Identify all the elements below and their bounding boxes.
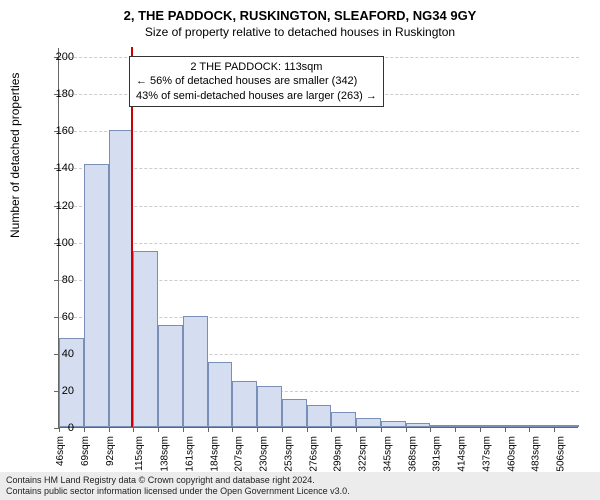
x-tick [158,427,159,432]
x-tick [356,427,357,432]
x-tick-label: 69sqm [80,436,91,466]
footer-line-1: Contains HM Land Registry data © Crown c… [6,475,594,486]
x-tick [455,427,456,432]
x-tick [84,427,85,432]
x-tick-label: 138sqm [160,436,171,472]
x-tick-label: 322sqm [358,436,369,472]
histogram-bar [282,399,307,427]
histogram-bar [529,425,554,427]
y-tick-label: 200 [44,51,74,63]
footer-attribution: Contains HM Land Registry data © Crown c… [0,472,600,500]
chart-subtitle: Size of property relative to detached ho… [0,23,600,39]
x-tick-label: 391sqm [432,436,443,472]
x-tick-label: 230sqm [259,436,270,472]
y-tick-label: 120 [44,200,74,212]
gridline [59,206,579,207]
x-tick-label: 115sqm [134,436,145,471]
histogram-bar [356,418,381,427]
x-tick-label: 46sqm [55,436,66,466]
x-tick-label: 161sqm [184,436,195,472]
chart-area: 46sqm69sqm92sqm115sqm138sqm161sqm184sqm2… [58,48,578,428]
gridline [59,168,579,169]
chart-container: 2, THE PADDOCK, RUSKINGTON, SLEAFORD, NG… [0,0,600,500]
histogram-bar [505,425,530,427]
x-tick [430,427,431,432]
x-tick [554,427,555,432]
histogram-bar [554,425,579,427]
x-tick-label: 368sqm [407,436,418,472]
histogram-bar [381,421,406,427]
histogram-bar [406,423,431,427]
chart-title: 2, THE PADDOCK, RUSKINGTON, SLEAFORD, NG… [0,0,600,23]
x-tick [381,427,382,432]
x-tick-label: 299sqm [333,436,344,472]
x-tick [232,427,233,432]
histogram-bar [257,386,282,427]
histogram-bar [232,381,257,427]
x-tick-label: 437sqm [482,436,493,472]
x-tick [331,427,332,432]
y-tick-label: 80 [44,274,74,286]
histogram-bar [307,405,332,427]
y-tick-label: 0 [44,422,74,434]
annotation-line: 2 THE PADDOCK: 113sqm [136,60,377,74]
histogram-bar [480,425,505,427]
x-tick-label: 276sqm [308,436,319,472]
x-tick [109,427,110,432]
x-tick [406,427,407,432]
x-tick-label: 483sqm [531,436,542,472]
y-axis-label: Number of detached properties [8,73,22,238]
x-tick-label: 253sqm [283,436,294,472]
histogram-bar [158,325,183,427]
plot-region: 46sqm69sqm92sqm115sqm138sqm161sqm184sqm2… [58,48,578,428]
histogram-bar [109,130,134,427]
x-tick [208,427,209,432]
x-tick-label: 414sqm [457,436,468,472]
x-tick-label: 345sqm [382,436,393,472]
annotation-box: 2 THE PADDOCK: 113sqm← 56% of detached h… [129,56,384,107]
y-tick-label: 20 [44,385,74,397]
x-tick [133,427,134,432]
annotation-line: ← 56% of detached houses are smaller (34… [136,74,377,88]
y-tick-label: 140 [44,162,74,174]
histogram-bar [183,316,208,427]
histogram-bar [430,425,455,427]
y-tick-label: 160 [44,125,74,137]
annotation-line: 43% of semi-detached houses are larger (… [136,89,377,103]
gridline [59,131,579,132]
x-tick-label: 460sqm [506,436,517,472]
y-tick-label: 100 [44,237,74,249]
x-tick-label: 207sqm [234,436,245,472]
histogram-bar [133,251,158,427]
histogram-bar [331,412,356,427]
y-tick-label: 40 [44,348,74,360]
histogram-bar [208,362,233,427]
x-tick [480,427,481,432]
gridline [59,243,579,244]
x-tick-label: 184sqm [209,436,220,472]
x-tick-label: 92sqm [105,436,116,466]
x-tick [183,427,184,432]
x-tick [529,427,530,432]
histogram-bar [84,164,109,427]
x-tick [307,427,308,432]
x-tick [282,427,283,432]
y-tick-label: 180 [44,88,74,100]
x-tick [257,427,258,432]
histogram-bar [455,425,480,427]
x-tick-label: 506sqm [556,436,567,472]
footer-line-2: Contains public sector information licen… [6,486,594,497]
y-tick-label: 60 [44,311,74,323]
x-tick [505,427,506,432]
